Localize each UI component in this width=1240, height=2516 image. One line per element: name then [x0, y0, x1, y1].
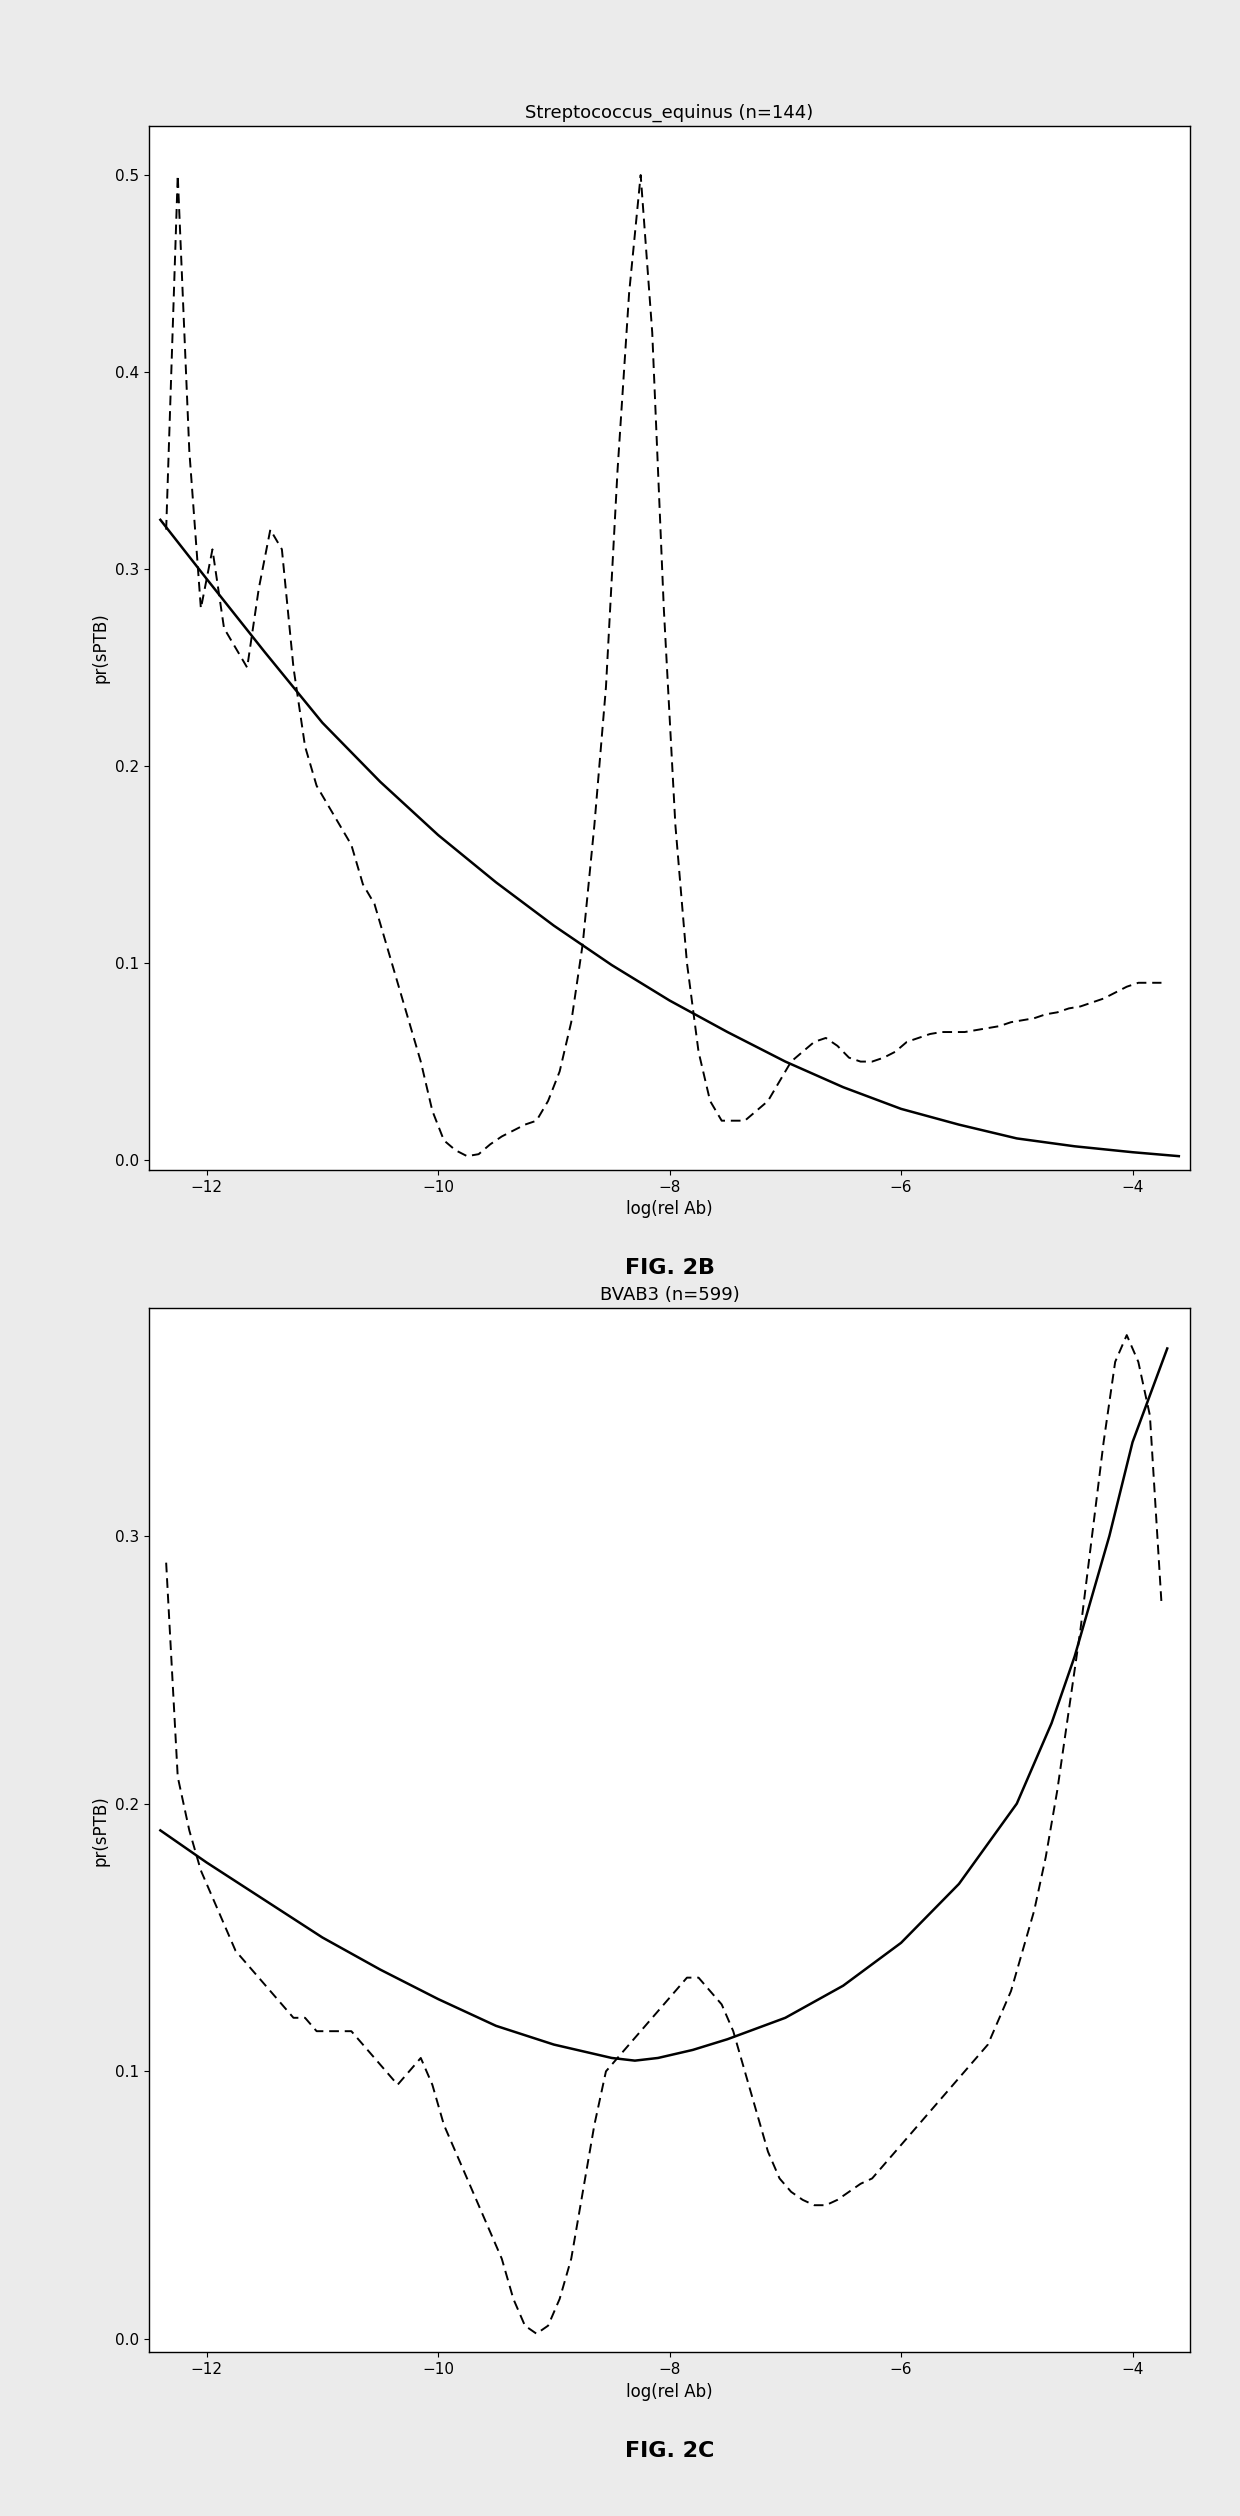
Text: FIG. 2C: FIG. 2C	[625, 2441, 714, 2461]
Title: Streptococcus_equinus (n=144): Streptococcus_equinus (n=144)	[526, 103, 813, 121]
Y-axis label: pr(sPTB): pr(sPTB)	[92, 1794, 109, 1867]
Title: BVAB3 (n=599): BVAB3 (n=599)	[600, 1286, 739, 1303]
Text: FIG. 2B: FIG. 2B	[625, 1258, 714, 1278]
X-axis label: log(rel Ab): log(rel Ab)	[626, 1200, 713, 1218]
Y-axis label: pr(sPTB): pr(sPTB)	[92, 611, 109, 684]
X-axis label: log(rel Ab): log(rel Ab)	[626, 2383, 713, 2400]
